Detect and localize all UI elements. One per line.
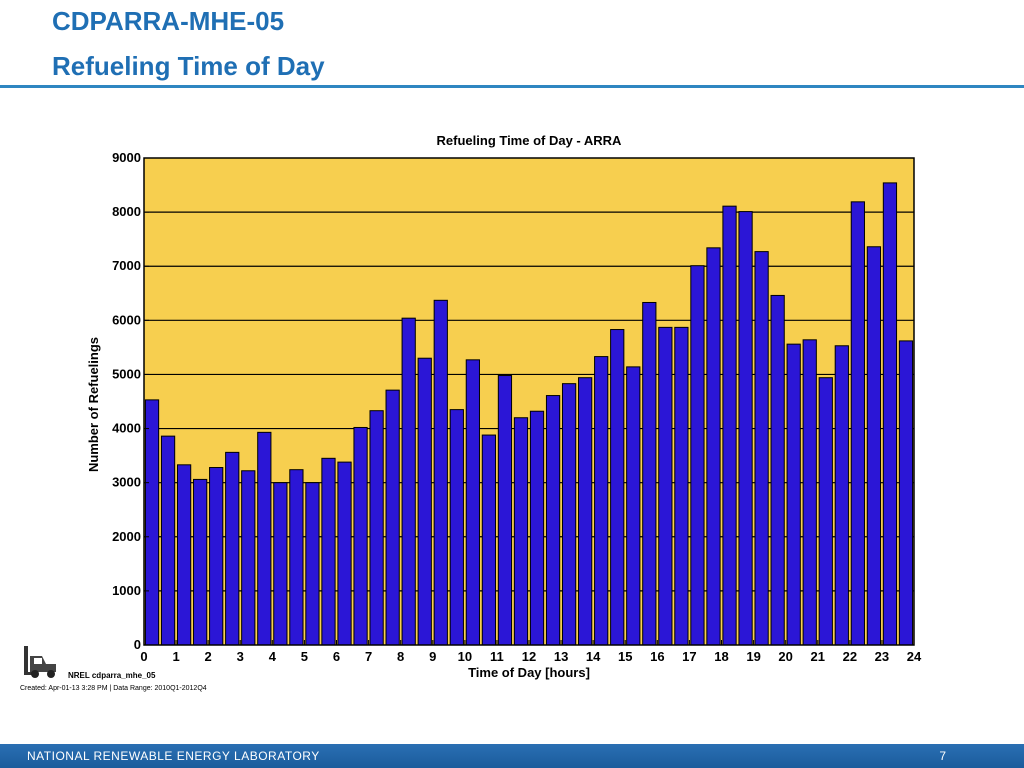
bar — [610, 329, 625, 646]
bar — [674, 326, 689, 646]
bar — [144, 399, 160, 646]
bar — [882, 182, 898, 646]
bar — [353, 426, 368, 646]
bar — [241, 470, 256, 646]
x-tick-label: 0 — [140, 649, 147, 664]
bar — [193, 478, 208, 646]
y-axis-label: Number of Refuelings — [86, 337, 101, 472]
bar — [545, 395, 561, 646]
bar — [770, 294, 785, 646]
x-tick-label: 21 — [811, 649, 825, 664]
x-tick-label: 2 — [205, 649, 212, 664]
bar — [529, 410, 545, 646]
bar — [385, 389, 400, 646]
y-tick-label: 6000 — [112, 312, 141, 327]
bar — [369, 410, 384, 646]
x-tick-label: 24 — [907, 649, 922, 664]
x-tick-label: 11 — [490, 649, 504, 664]
bar — [401, 317, 416, 646]
bar — [786, 343, 801, 646]
y-tick-label: 0 — [134, 637, 141, 652]
x-tick-label: 20 — [778, 649, 792, 664]
bar — [513, 417, 529, 646]
bar — [209, 467, 224, 646]
slide-subtitle: Refueling Time of Day — [52, 51, 325, 81]
x-tick-label: 13 — [554, 649, 568, 664]
nrel-chart-id: NREL cdparra_mhe_05 — [68, 671, 156, 680]
bar — [321, 457, 336, 646]
bar — [626, 366, 641, 646]
x-tick-label: 18 — [714, 649, 728, 664]
page-number: 7 — [939, 749, 946, 763]
x-tick-label: 7 — [365, 649, 372, 664]
x-tick-label: 5 — [301, 649, 308, 664]
bar — [690, 265, 705, 646]
bar — [738, 211, 753, 646]
refueling-bar-chart: 0 1 2 3 4 5 6 7 8 9 10 11 12 13 14 15 16 17 18 19 20 21 22 23 24… — [86, 133, 922, 680]
bar — [433, 299, 448, 646]
bar — [337, 461, 352, 646]
bar — [417, 357, 432, 646]
bar — [818, 377, 833, 646]
bar — [305, 482, 320, 646]
y-tick-label: 2000 — [112, 529, 141, 544]
x-tick-label: 12 — [522, 649, 536, 664]
footer-bar: NATIONAL RENEWABLE ENERGY LABORATORY 7 — [0, 744, 1024, 768]
created-date-range: Created: Apr-01-13 3:28 PM | Data Range:… — [20, 685, 207, 692]
x-tick-label: 1 — [172, 649, 179, 664]
bar — [866, 246, 882, 646]
bar — [754, 251, 769, 646]
bar — [642, 301, 657, 646]
x-tick-label: 23 — [875, 649, 889, 664]
bar — [578, 377, 593, 646]
bar — [898, 340, 914, 646]
plot-area — [144, 158, 914, 645]
footer-organization: NATIONAL RENEWABLE ENERGY LABORATORY — [27, 749, 320, 763]
x-tick-label: 15 — [618, 649, 632, 664]
y-tick-label: 3000 — [112, 475, 141, 490]
x-tick-label: 22 — [843, 649, 857, 664]
y-tick-label: 4000 — [112, 421, 141, 436]
bar — [802, 339, 817, 646]
y-tick-label: 9000 — [112, 150, 141, 165]
x-tick-label: 9 — [429, 649, 436, 664]
bar — [561, 383, 577, 646]
chart-title: Refueling Time of Day - ARRA — [437, 133, 623, 148]
bar — [834, 345, 849, 646]
bar — [176, 464, 192, 646]
x-tick-label: 8 — [397, 649, 404, 664]
title-divider — [0, 85, 1024, 88]
bar — [289, 469, 304, 646]
bar — [160, 435, 176, 646]
x-tick-label: 10 — [458, 649, 472, 664]
x-tick-label: 19 — [746, 649, 760, 664]
x-axis-label: Time of Day [hours] — [468, 665, 590, 680]
slide-title: CDPARRA-MHE-05 — [52, 6, 285, 36]
y-tick-label: 7000 — [112, 258, 141, 273]
bar — [481, 434, 497, 646]
bar — [706, 247, 721, 646]
x-tick-label: 3 — [237, 649, 244, 664]
x-tick-label: 16 — [650, 649, 664, 664]
y-tick-label: 8000 — [112, 204, 141, 219]
bar — [257, 431, 272, 646]
forklift-icon — [22, 644, 64, 685]
x-tick-label: 4 — [269, 649, 277, 664]
bar — [497, 375, 513, 646]
bar — [594, 356, 609, 646]
bar — [465, 359, 480, 646]
bar — [658, 326, 673, 646]
bar — [722, 205, 737, 646]
bar — [850, 201, 865, 646]
bar — [449, 409, 464, 646]
bar — [273, 482, 288, 646]
y-tick-label: 1000 — [112, 583, 141, 598]
x-tick-label: 17 — [682, 649, 696, 664]
x-tick-label: 6 — [333, 649, 340, 664]
y-tick-label: 5000 — [112, 366, 141, 381]
bar — [225, 451, 240, 646]
x-tick-label: 14 — [586, 649, 601, 664]
